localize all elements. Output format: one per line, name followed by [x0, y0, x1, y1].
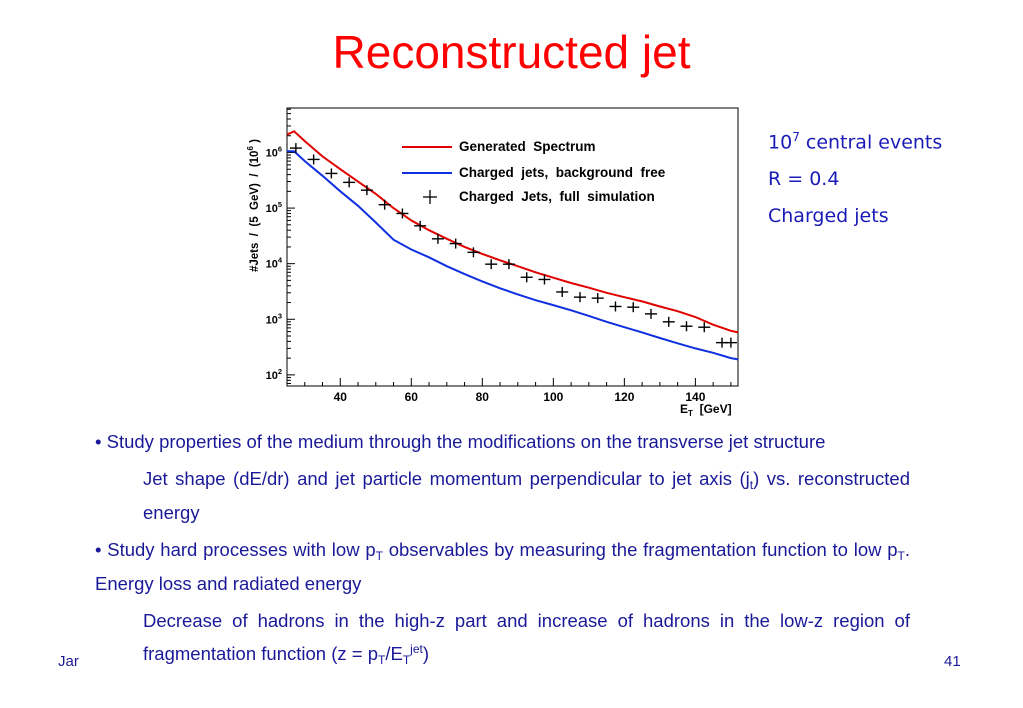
y-tick-label: 106	[266, 144, 282, 159]
data-point	[520, 272, 533, 283]
y-axis-label: #Jets / (5 GeV) / (106 )	[246, 139, 261, 272]
data-point	[591, 293, 604, 304]
x-tick-label: 100	[543, 390, 563, 404]
y-tick-label: 103	[266, 311, 282, 326]
data-point	[396, 208, 409, 219]
data-point	[662, 316, 675, 327]
page-number: 41	[944, 653, 961, 670]
slide-title: Reconstructed jet	[332, 26, 691, 78]
sub-bullet-jet-shape: Jet shape (dE/dr) and jet particle momen…	[143, 468, 910, 523]
data-point	[573, 292, 586, 303]
data-point	[680, 321, 693, 332]
legend-marker-full-simulation	[423, 190, 437, 204]
data-point	[343, 177, 356, 188]
data-point	[307, 154, 320, 165]
axis-ticks: 40 60 80 100 120 140 102 103 104 105 106	[266, 108, 732, 404]
x-tick-label: 60	[405, 390, 419, 404]
bullet-marker: •	[95, 431, 102, 452]
legend: Generated Spectrum Charged jets, backgro…	[402, 139, 666, 204]
data-point	[289, 143, 302, 154]
data-point	[360, 185, 373, 196]
x-tick-label: 80	[476, 390, 490, 404]
series-line-1	[287, 150, 739, 361]
data-point	[378, 199, 391, 210]
bullet-list: • Study properties of the medium through…	[95, 428, 910, 674]
series-layer	[286, 130, 739, 361]
note-events: 107 central events	[768, 130, 943, 154]
x-tick-label: 140	[685, 390, 705, 404]
footer-date: Jar	[58, 653, 79, 670]
notes-box: 107 central events R = 0.4 Charged jets	[768, 119, 942, 235]
note-charged-jets: Charged jets	[768, 205, 889, 228]
bullet-medium-modifications: • Study properties of the medium through…	[95, 431, 826, 452]
x-tick-label: 40	[334, 390, 348, 404]
legend-label-background-free: Charged jets, background free	[459, 165, 666, 180]
y-tick-label: 104	[266, 256, 283, 271]
data-point	[698, 322, 711, 333]
legend-label-generated: Generated Spectrum	[459, 139, 596, 154]
x-axis-label: ET [GeV]	[680, 402, 732, 418]
legend-label-full-simulation: Charged Jets, full simulation	[459, 189, 655, 204]
data-point	[431, 233, 444, 244]
bullet-marker: •	[95, 539, 102, 560]
data-point	[414, 220, 427, 231]
data-point	[644, 308, 657, 319]
data-point	[467, 247, 480, 258]
data-point	[485, 259, 498, 270]
data-point	[609, 301, 622, 312]
y-tick-label: 102	[266, 367, 282, 382]
data-point	[627, 302, 640, 313]
data-point	[502, 259, 515, 270]
sub-bullet-fragmentation: Decrease of hadrons in the high-z part a…	[143, 610, 910, 667]
jet-spectrum-chart: 40 60 80 100 120 140 102 103 104 105 106 Generated…	[237, 100, 747, 427]
note-radius: R = 0.4	[768, 168, 840, 191]
data-point	[449, 238, 462, 249]
y-tick-label: 105	[266, 200, 282, 215]
chart-svg: 40 60 80 100 120 140 102 103 104 105 106 Generated…	[246, 107, 739, 418]
data-point	[538, 274, 551, 285]
data-point	[556, 286, 569, 297]
bullet-hard-processes: • Study hard processes with low pT obser…	[95, 539, 910, 594]
data-point	[724, 337, 737, 348]
x-tick-label: 120	[614, 390, 634, 404]
data-point	[325, 168, 338, 179]
